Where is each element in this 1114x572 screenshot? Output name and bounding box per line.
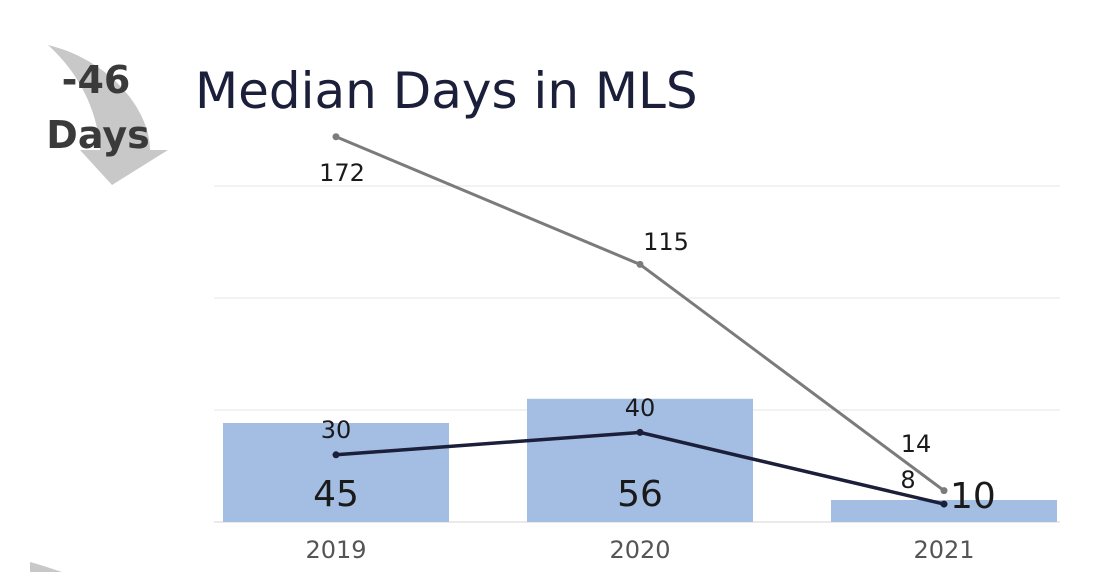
bar-value-label: 10	[950, 476, 996, 517]
bar	[831, 500, 1057, 522]
badge-unit: Days	[46, 113, 149, 157]
bar-value-label: 45	[313, 474, 359, 515]
line-point	[636, 260, 644, 268]
line-point	[636, 428, 644, 436]
line-value-label: 30	[321, 416, 352, 444]
secondary-arrow-icon	[30, 562, 62, 572]
line-value-label: 8	[900, 466, 915, 494]
x-tick-label: 2021	[913, 536, 974, 564]
line-value-label: 14	[901, 430, 932, 458]
line-point	[332, 451, 340, 459]
line-value-label: 172	[319, 159, 365, 187]
x-tick-label: 2019	[305, 536, 366, 564]
line-point	[940, 487, 948, 495]
line-value-label: 115	[643, 228, 689, 256]
line-point	[332, 133, 340, 141]
curved-down-arrow-icon	[48, 45, 168, 185]
line-point	[940, 500, 948, 508]
chart-title: Median Days in MLS	[195, 62, 698, 120]
bar	[223, 423, 449, 522]
line-value-label: 40	[625, 394, 656, 422]
bar-value-label: 56	[617, 474, 663, 515]
bar	[527, 398, 753, 522]
badge-value: -46	[62, 58, 131, 102]
x-tick-label: 2020	[609, 536, 670, 564]
